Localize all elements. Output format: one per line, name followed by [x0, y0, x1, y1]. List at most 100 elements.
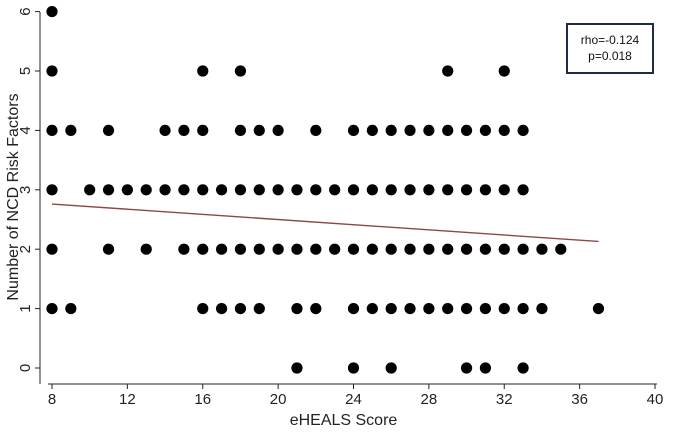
data-point — [498, 303, 510, 315]
data-point — [159, 184, 171, 196]
data-point — [234, 243, 247, 255]
data-point — [253, 124, 265, 136]
data-point — [140, 184, 152, 196]
data-point — [385, 303, 397, 315]
data-point — [234, 65, 247, 77]
data-point — [65, 303, 77, 315]
data-point — [404, 303, 416, 315]
data-point — [460, 184, 473, 196]
data-point — [423, 303, 435, 315]
y-tick-label: 3 — [17, 186, 34, 194]
data-point — [404, 124, 416, 136]
data-point — [121, 184, 133, 196]
data-point — [310, 184, 322, 196]
data-point — [140, 243, 152, 255]
data-point — [517, 124, 529, 136]
data-point — [291, 243, 303, 255]
data-point — [197, 124, 209, 136]
data-point — [347, 124, 360, 136]
data-point — [442, 243, 454, 255]
data-point — [197, 65, 209, 77]
data-point — [310, 124, 322, 136]
data-point — [46, 303, 58, 315]
data-point — [329, 184, 341, 196]
data-point — [329, 243, 341, 255]
data-point — [479, 184, 492, 196]
data-point — [498, 184, 510, 196]
data-point — [234, 124, 247, 136]
data-point — [442, 124, 454, 136]
data-point — [460, 303, 473, 315]
rho-value-text: rho=-0.124 — [581, 33, 640, 47]
data-point — [442, 184, 454, 196]
data-point — [385, 243, 397, 255]
data-point — [310, 303, 322, 315]
data-point — [215, 184, 228, 196]
data-point — [178, 124, 190, 136]
data-point — [197, 243, 209, 255]
x-tick-label: 20 — [270, 391, 287, 408]
y-tick-label: 0 — [17, 364, 34, 372]
data-point — [102, 243, 115, 255]
y-tick-label: 5 — [17, 67, 34, 75]
data-point — [215, 303, 228, 315]
x-tick-label: 40 — [647, 391, 664, 408]
stats-annotation-box — [566, 23, 654, 74]
data-point — [253, 184, 265, 196]
data-point — [102, 124, 115, 136]
data-point — [555, 243, 567, 255]
data-point — [366, 124, 378, 136]
data-point — [291, 362, 303, 374]
data-point — [102, 184, 115, 196]
data-point — [442, 65, 454, 77]
x-tick-label: 12 — [119, 391, 136, 408]
data-point — [272, 184, 284, 196]
data-point — [479, 362, 492, 374]
data-point — [423, 184, 435, 196]
y-tick-label: 6 — [17, 7, 34, 15]
p-value-text: p=0.018 — [588, 49, 632, 63]
data-point — [442, 303, 454, 315]
x-axis-title: eHEALS Score — [290, 412, 398, 429]
data-point — [517, 303, 529, 315]
data-point — [347, 303, 360, 315]
data-point — [272, 243, 284, 255]
x-tick-label: 16 — [194, 391, 211, 408]
data-point — [423, 243, 435, 255]
x-tick-label: 24 — [345, 391, 362, 408]
data-point — [460, 362, 473, 374]
data-point — [498, 65, 510, 77]
data-point — [347, 184, 360, 196]
data-point — [404, 184, 416, 196]
data-point — [234, 303, 247, 315]
data-point — [178, 243, 190, 255]
y-axis-title: Number of NCD Risk Factors — [5, 93, 22, 300]
data-point — [385, 124, 397, 136]
data-point — [498, 124, 510, 136]
data-point — [385, 362, 397, 374]
data-point — [536, 243, 548, 255]
data-point — [479, 124, 492, 136]
data-point — [291, 303, 303, 315]
data-point — [215, 243, 228, 255]
fit-line — [51, 203, 599, 243]
y-tick-label: 1 — [17, 304, 34, 312]
data-point — [84, 184, 96, 196]
data-point — [479, 243, 492, 255]
data-point — [347, 362, 360, 374]
y-tick-label: 2 — [17, 245, 34, 253]
data-point — [404, 243, 416, 255]
x-tick-label: 8 — [48, 391, 56, 408]
x-tick-label: 36 — [571, 391, 588, 408]
data-point — [517, 184, 529, 196]
data-point — [310, 243, 322, 255]
data-point — [253, 243, 265, 255]
data-point — [46, 6, 58, 18]
data-point — [178, 184, 190, 196]
data-point — [234, 184, 247, 196]
data-point — [536, 303, 548, 315]
data-point — [272, 124, 284, 136]
data-point — [366, 243, 378, 255]
